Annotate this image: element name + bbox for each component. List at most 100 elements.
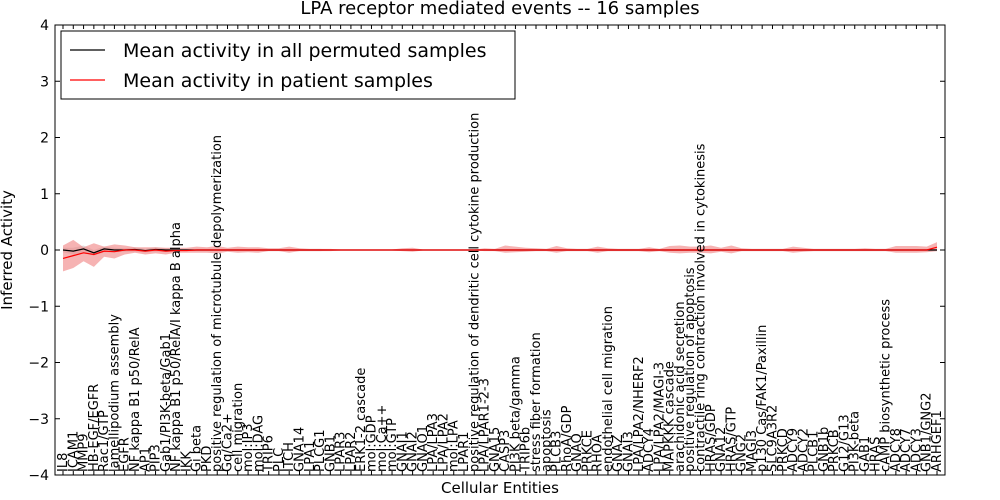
x-tick-label: LPAR1 xyxy=(457,432,472,472)
x-tick-label: arachidonic acid secretion xyxy=(673,301,688,472)
x-tick-label: PIP3 xyxy=(149,444,164,472)
x-tick-label: contractile ring contraction involved in… xyxy=(694,143,709,472)
x-tick-label: HB-EGF/EGFR xyxy=(87,384,102,472)
x-tick-label: MAPKKK cascade xyxy=(663,361,678,472)
x-tick-label: GNA14 xyxy=(292,427,307,472)
x-tick-label: GNAQ xyxy=(570,433,585,472)
x-tick-label: NF kappa B1 p50/RelA/I kappa B alpha xyxy=(169,222,184,472)
x-tick-label: GNB1b xyxy=(817,427,832,472)
y-axis-ticks: −4 −3 −2 −1 0 1 2 3 4 xyxy=(28,18,945,484)
x-tick-label: LPA/LPAR1-2-3 xyxy=(478,378,493,472)
x-tick-label: LPA/LPA3 xyxy=(426,413,441,472)
x-tick-label: PKD xyxy=(200,446,215,472)
x-tick-label: ADCY7 xyxy=(899,428,914,472)
x-tick-label: GNB1/GNG2 xyxy=(920,392,935,472)
x-tick-label: LPA1 xyxy=(303,441,318,472)
x-tick-label: HRAS/GDP xyxy=(704,404,719,472)
x-tick-label: ADCY3 xyxy=(909,428,924,472)
x-tick-label: LPA/LPA2 xyxy=(436,413,451,472)
y-tick-label: −3 xyxy=(28,412,49,428)
x-tick-label: RhoA/GDP xyxy=(560,405,575,472)
y-tick-label: −2 xyxy=(28,356,49,372)
x-tick-label: MMP9 xyxy=(77,433,92,472)
y-axis-title: Inferred Activity xyxy=(0,190,16,310)
x-tick-label: mol:DAG xyxy=(251,415,266,472)
x-tick-label: GNA12 xyxy=(714,427,729,472)
x-tick-label: GNG2 xyxy=(735,434,750,472)
x-tick-label: Gab1/PI3K-beta/Gab1 xyxy=(159,333,174,472)
x-tick-label: Rac1/GTP xyxy=(97,410,112,472)
band-series-1 xyxy=(63,239,937,272)
x-tick-label: EGFR xyxy=(118,437,133,472)
x-tick-label: LPA/LPA2/MAGI-3 xyxy=(652,362,667,472)
x-tick-label: HRAS xyxy=(868,437,883,472)
legend: Mean activity in all permuted samples Me… xyxy=(60,30,516,100)
x-tick-label: p130 Cas/FAK1/Paxillin xyxy=(755,325,770,472)
legend-label-permuted: Mean activity in all permuted samples xyxy=(123,40,486,62)
x-tick-label: positive regulation of dendritic cell cy… xyxy=(467,113,482,472)
x-tick-label: AP1 xyxy=(138,447,153,472)
x-tick-label: GNAZ xyxy=(611,434,626,472)
x-tick-label: mol:Ca++ xyxy=(375,405,390,472)
x-tick-label: SLC9A3R2 xyxy=(765,405,780,472)
x-tick-label: ERK1-2 cascade xyxy=(354,368,369,472)
x-tick-label: ICAM1 xyxy=(66,431,81,472)
x-tick-label: PLCB1 xyxy=(807,431,822,472)
y-tick-label: 1 xyxy=(40,187,49,203)
x-tick-label: ADCY8 xyxy=(889,428,904,472)
y-tick-label: −4 xyxy=(28,468,49,484)
x-tick-label: ADCY2 xyxy=(796,428,811,472)
x-tick-label: PRKCB xyxy=(827,429,842,472)
line-series-1 xyxy=(62,246,938,260)
x-tick-label: mol:GDP xyxy=(364,415,379,472)
x-tick-label: GNAI2 xyxy=(406,431,421,472)
x-tick-label: apoptosis xyxy=(539,409,554,472)
x-tick-label: ITCH xyxy=(282,442,297,472)
x-tick-label: CASP3 xyxy=(498,430,513,472)
chart-title: LPA receptor mediated events -- 16 sampl… xyxy=(300,0,699,19)
x-tick-label: MAGI3 xyxy=(745,430,760,472)
x-tick-label: LPA/LPA2/NHERF2 xyxy=(632,356,647,472)
x-tick-label: Gq/Ca2+ xyxy=(221,413,236,472)
x-tick-label: PI3K-beta xyxy=(848,411,863,472)
x-tick-label: PLCB3 xyxy=(550,431,565,472)
legend-label-patient: Mean activity in patient samples xyxy=(123,70,433,92)
x-tick-label: GAB1 xyxy=(858,436,873,472)
x-tick-label: PRKCD xyxy=(776,428,791,472)
x-tick-label: cAMP biosynthetic process xyxy=(879,299,894,472)
x-tick-label: positive regulation of apoptosis xyxy=(683,267,698,472)
x-tick-label: G12/G13 xyxy=(837,414,852,472)
x-tick-label: RHOA xyxy=(591,434,606,472)
x-tick-label: stress fiber formation xyxy=(529,332,544,472)
x-tick-label: ADCY4 xyxy=(642,428,657,472)
x-tick-label: HRAS/GTP xyxy=(724,407,739,472)
x-tick-label: cell migration xyxy=(231,383,246,472)
x-tick-label: GNAO1 xyxy=(416,425,431,472)
x-tick-label: PLC xyxy=(272,448,287,472)
x-tick-label: mol:LPA xyxy=(447,420,462,472)
y-tick-label: 0 xyxy=(40,243,49,259)
x-tick-label: GNAI1 xyxy=(395,431,410,472)
x-axis-title: Cellular Entities xyxy=(441,479,559,497)
x-tick-label: TRIP6 xyxy=(262,435,277,473)
y-tick-label: −1 xyxy=(28,299,49,315)
x-tick-label: Gi beta xyxy=(190,425,205,472)
x-tick-label: LPAR3 xyxy=(334,432,349,472)
y-tick-label: 2 xyxy=(40,131,49,147)
x-tick-label: NF kappa B1 p50/RelA xyxy=(128,327,143,472)
legend-box xyxy=(60,30,516,100)
x-tick-label: ARHGEF1 xyxy=(930,410,945,472)
x-tick-label: GNAI3 xyxy=(622,431,637,472)
x-tick-label: GNB1 xyxy=(323,435,338,472)
y-tick-label: 3 xyxy=(40,74,49,90)
x-tick-label: LPAR2 xyxy=(344,432,359,472)
x-tick-label: GNA15 xyxy=(488,427,503,472)
x-tick-label: PLCG1 xyxy=(313,429,328,472)
x-tick-label: IL8 xyxy=(56,453,71,472)
x-tick-label: mol:GTP xyxy=(385,418,400,472)
x-tick-label: IKK xyxy=(179,451,194,472)
x-tick-label: positive regulation of microtubule depol… xyxy=(210,135,225,472)
x-tick-label: ADCY9 xyxy=(786,428,801,472)
confidence-bands xyxy=(63,239,937,272)
